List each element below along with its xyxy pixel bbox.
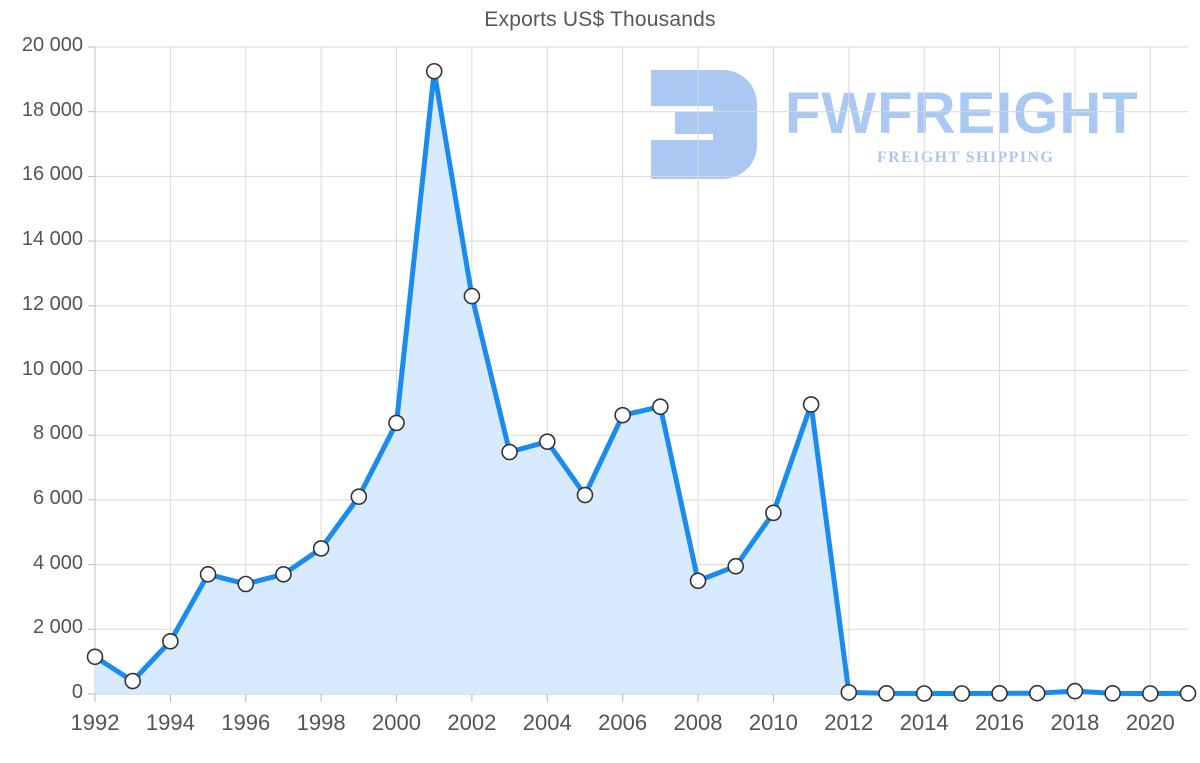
y-tick-label: 10 000	[21, 357, 83, 380]
y-tick-label: 12 000	[21, 292, 83, 315]
chart-title: Exports US$ Thousands	[484, 8, 716, 31]
x-tick-label: 2002	[447, 710, 497, 735]
data-point-marker[interactable]	[1179, 685, 1197, 702]
data-point-marker[interactable]	[576, 486, 594, 504]
x-tick-label: 2020	[1125, 710, 1175, 735]
x-tick-label: 2010	[748, 710, 798, 735]
y-tick-label: 18 000	[21, 98, 83, 121]
y-tick-label: 0	[71, 681, 83, 703]
data-point-marker[interactable]	[652, 398, 669, 416]
data-point-marker[interactable]	[350, 488, 368, 505]
x-tick-label: 2018	[1050, 710, 1100, 735]
data-point-marker[interactable]	[124, 672, 141, 690]
x-tick-label: 2004	[522, 710, 572, 735]
x-tick-label: 2014	[899, 710, 949, 735]
x-tick-label: 2008	[673, 710, 723, 735]
y-tick-label: 2 000	[32, 616, 83, 639]
y-tick-label: 14 000	[21, 228, 83, 251]
x-tick-label: 1996	[221, 710, 271, 735]
x-tick-label: 1992	[70, 710, 120, 735]
data-point-marker[interactable]	[199, 566, 217, 583]
data-point-marker[interactable]	[237, 575, 255, 593]
y-tick-label: 6 000	[32, 486, 83, 509]
data-point-marker[interactable]	[915, 685, 933, 702]
data-point-marker[interactable]	[162, 632, 179, 650]
data-point-marker[interactable]	[727, 557, 745, 575]
data-point-marker[interactable]	[275, 566, 292, 583]
x-tick-label: 1998	[296, 710, 346, 735]
area-fill	[95, 71, 1188, 694]
data-point-marker[interactable]	[463, 287, 481, 305]
y-tick-label: 8 000	[32, 422, 83, 445]
data-point-marker[interactable]	[86, 648, 104, 666]
y-tick-label: 4 000	[32, 551, 83, 574]
data-point-marker[interactable]	[802, 396, 820, 413]
data-point-marker[interactable]	[1104, 685, 1121, 702]
x-tick-label: 2006	[598, 710, 648, 735]
y-tick-label: 16 000	[21, 163, 83, 186]
y-tick-label: 20 000	[21, 34, 83, 56]
data-point-marker[interactable]	[991, 685, 1008, 702]
data-point-marker[interactable]	[425, 62, 443, 80]
data-point-marker[interactable]	[614, 406, 631, 424]
data-point-marker[interactable]	[312, 540, 330, 557]
data-point-marker[interactable]	[1066, 682, 1084, 700]
x-tick-label: 2016	[975, 710, 1025, 735]
data-point-marker[interactable]	[689, 572, 707, 590]
data-point-marker[interactable]	[1142, 685, 1159, 702]
data-point-marker[interactable]	[878, 685, 895, 702]
data-point-marker[interactable]	[1028, 684, 1046, 702]
data-point-marker[interactable]	[538, 433, 556, 450]
data-point-marker[interactable]	[501, 443, 518, 461]
x-tick-label: 1994	[145, 710, 195, 735]
data-point-marker[interactable]	[840, 684, 858, 701]
data-point-marker[interactable]	[953, 685, 971, 702]
data-point-marker[interactable]	[765, 504, 782, 522]
x-tick-label: 2012	[824, 710, 874, 735]
data-point-markers	[86, 62, 1197, 702]
data-point-marker[interactable]	[388, 414, 405, 432]
x-tick-label: 2000	[372, 710, 421, 735]
